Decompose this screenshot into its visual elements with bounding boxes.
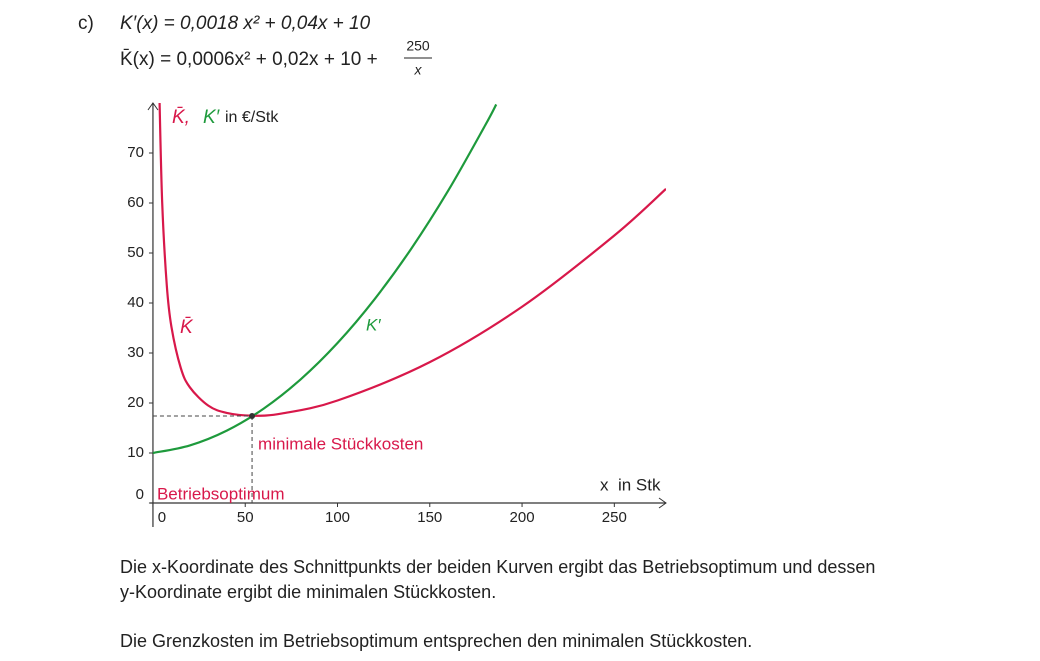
curve [158, 103, 666, 417]
y-label: K′ [203, 107, 221, 128]
y-tick-label: 60 [127, 194, 144, 211]
y-tick-label: 20 [127, 394, 144, 411]
task-label: c) [78, 13, 94, 34]
annotation: minimale Stückkosten [258, 434, 423, 453]
x-tick-label: 100 [325, 509, 350, 526]
y-tick-label: 40 [127, 294, 144, 311]
x-tick-label: 200 [510, 509, 535, 526]
fraction-denominator: x [414, 62, 423, 78]
fraction-numerator: 250 [406, 38, 430, 54]
paragraph: Die Grenzkosten im Betriebsoptimum entsp… [120, 631, 752, 651]
curve [152, 103, 498, 455]
optimum-point [249, 413, 256, 419]
curve-label: K̄ [180, 317, 194, 338]
x-tick-label: 50 [237, 509, 254, 526]
paragraph-line: Die x-Koordinate des Schnittpunkts der b… [120, 557, 875, 577]
y-tick-label: 30 [127, 344, 144, 361]
y-tick-label: 50 [127, 244, 144, 261]
y-label: K̄, [172, 107, 190, 128]
x-tick-label: 0 [158, 509, 166, 526]
curve-label: K′ [366, 315, 381, 334]
formula: K̄(x) = 0,0006x² + 0,02x + 10 + [120, 49, 378, 70]
x-tick-label: 150 [417, 509, 442, 526]
y-tick-label: 70 [127, 144, 144, 161]
axis-arrow [658, 497, 667, 509]
y-label: in €/Stk [225, 109, 279, 126]
paragraph-line: y-Koordinate ergibt die minimalen Stückk… [120, 582, 496, 602]
y-tick-label: 0 [136, 486, 144, 503]
x-tick-label: 250 [602, 509, 627, 526]
x-label: x in Stk [600, 475, 661, 494]
y-tick-label: 10 [127, 444, 144, 461]
annotation: Betriebsoptimum [157, 484, 285, 503]
axis-arrow [147, 102, 159, 111]
formula: K′(x) = 0,0018 x² + 0,04x + 10 [120, 13, 371, 34]
